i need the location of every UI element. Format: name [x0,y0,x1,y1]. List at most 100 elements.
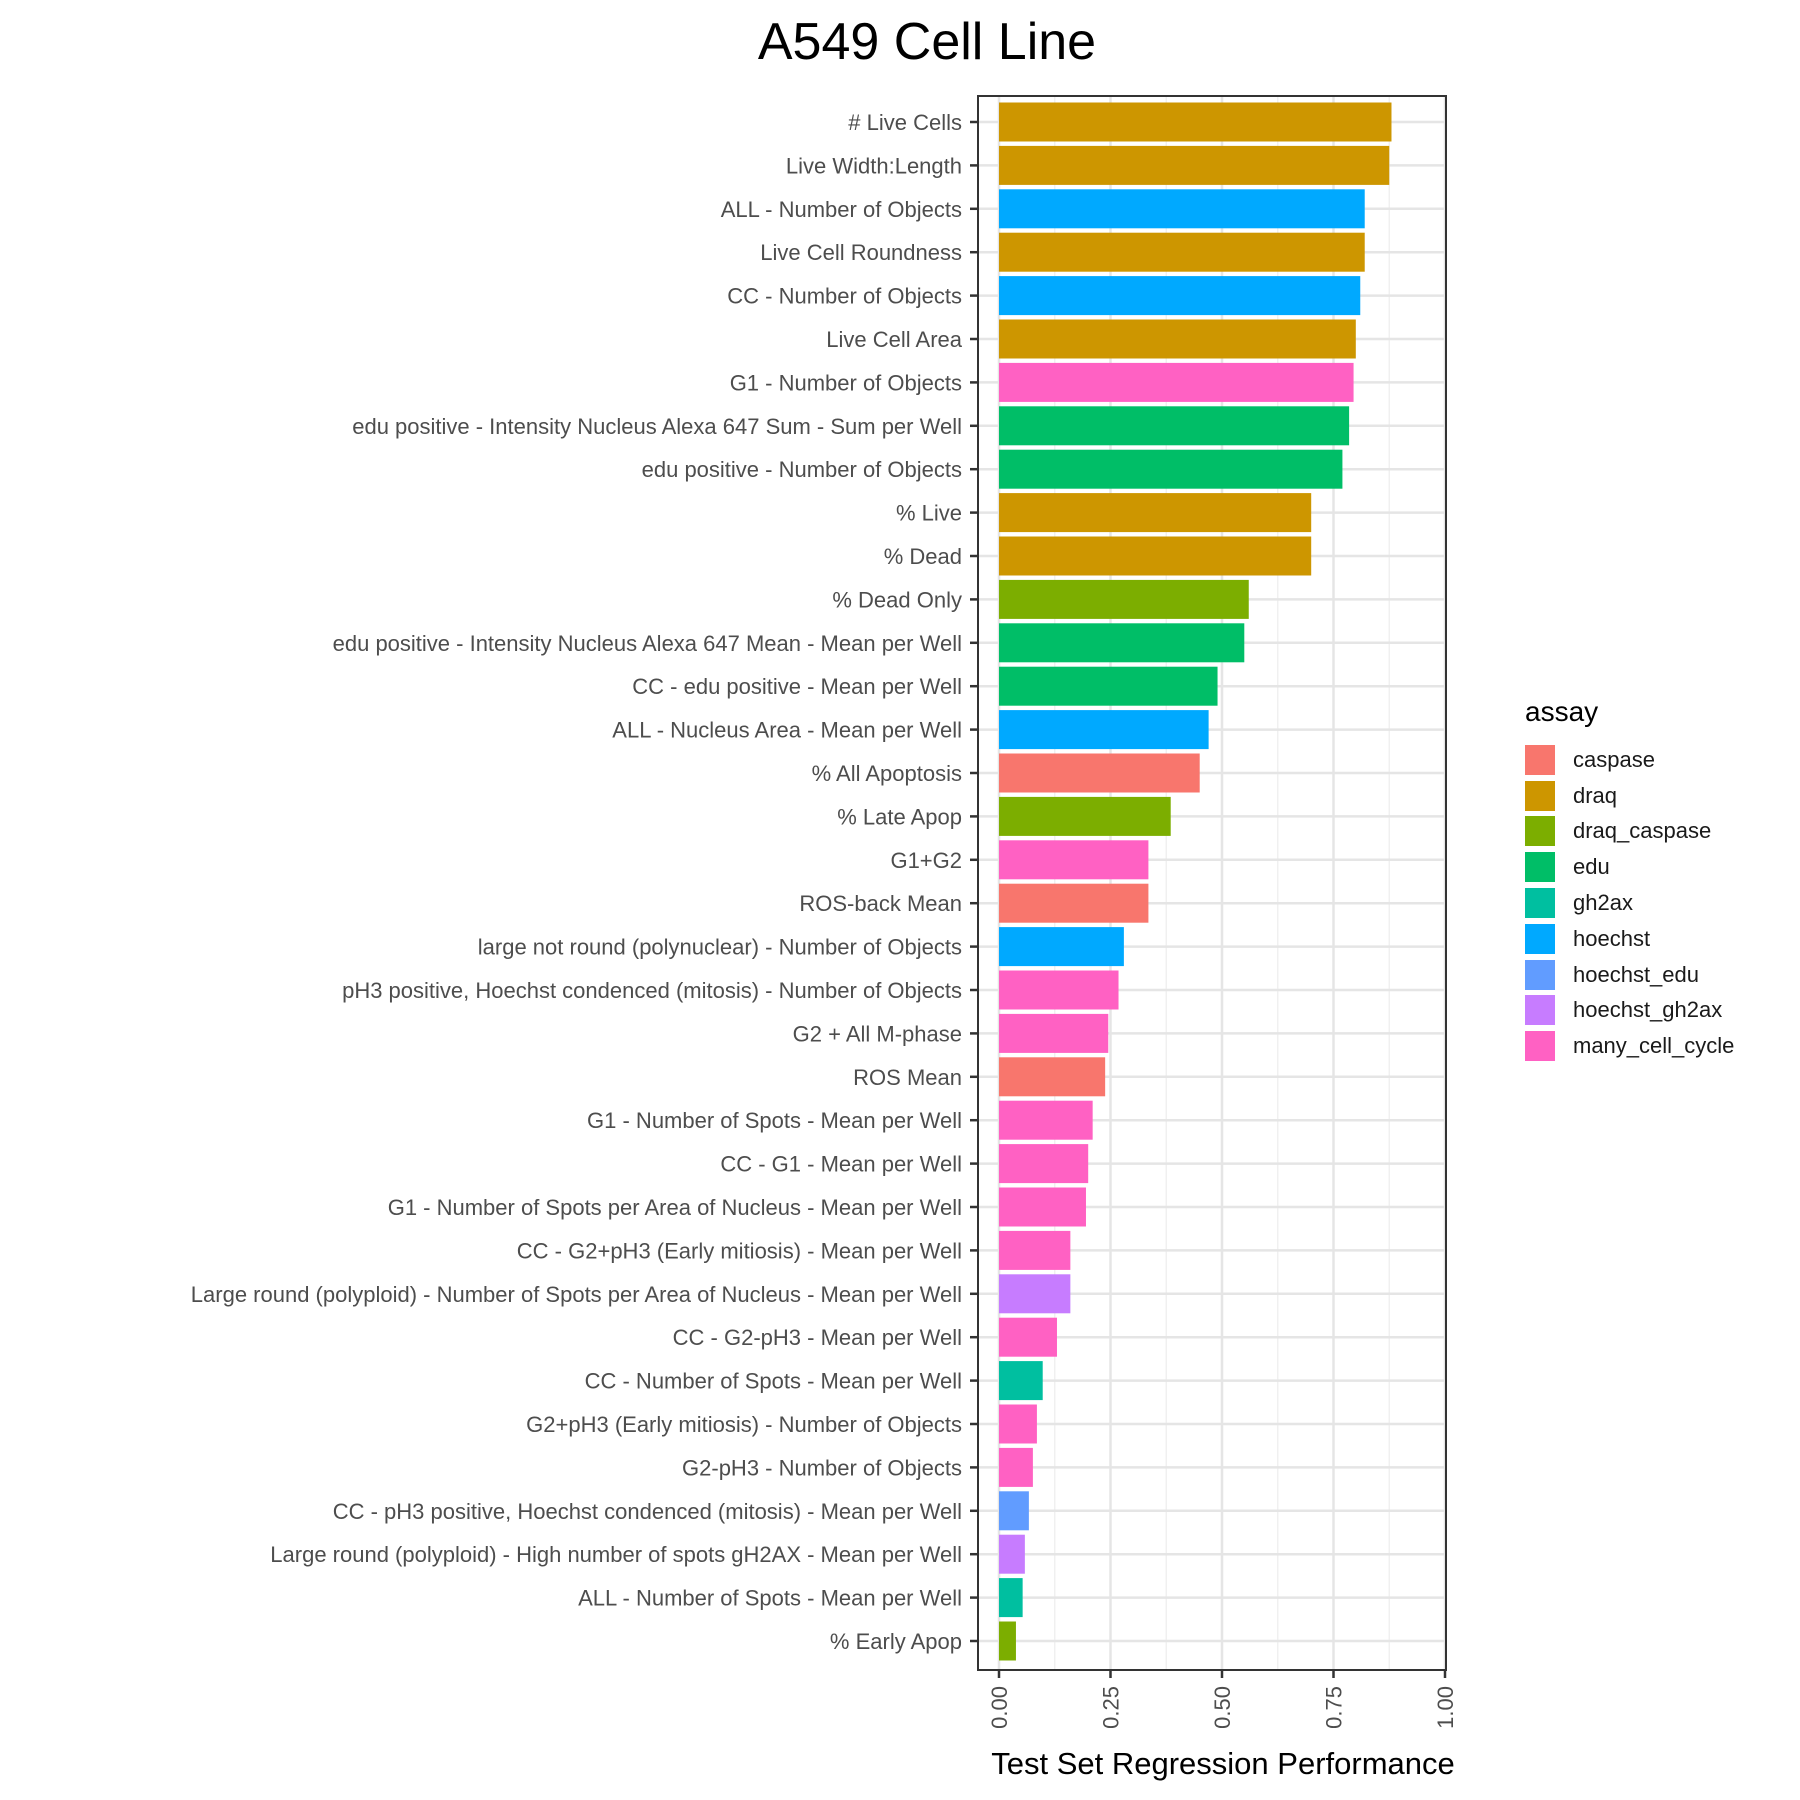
legend-item: edu [1525,849,1734,885]
legend-item: hoechst [1525,921,1734,957]
bar-draq [999,232,1365,272]
y-tick-label: edu positive - Intensity Nucleus Alexa 6… [352,414,962,439]
legend-swatch [1525,816,1555,847]
y-tick-label: ROS Mean [853,1065,962,1090]
bar-many_cell_cycle [999,1187,1086,1227]
bar-gh2ax [999,1578,1023,1618]
y-tick-label: Large round (polyploid) - Number of Spot… [191,1282,962,1307]
bar-draq [999,102,1392,142]
bar-hoechst [999,276,1361,316]
legend-item: hoechst_gh2ax [1525,993,1734,1029]
chart-title: A549 Cell Line [757,13,1097,71]
bar-many_cell_cycle [999,840,1149,880]
bar-hoechst [999,710,1209,750]
legend-title: assay [1525,696,1599,727]
y-tick-label: pH3 positive, Hoechst condenced (mitosis… [342,978,962,1003]
y-tick-label: CC - G2+pH3 (Early mitiosis) - Mean per … [517,1238,962,1263]
y-tick-label: Live Width:Length [786,153,962,178]
y-tick-label: % All Apoptosis [812,761,962,786]
y-tick-label: CC - Number of Spots - Mean per Well [585,1369,962,1394]
bar-draq [999,536,1312,576]
legend-item: hoechst_edu [1525,957,1734,993]
bar-many_cell_cycle [999,1317,1057,1357]
legend-label: hoechst_gh2ax [1573,997,1723,1023]
bar-caspase [999,753,1200,793]
plot-panel-border [977,95,1447,1671]
bar-hoechst [999,189,1365,229]
bar-draq_caspase [999,1621,1016,1661]
legend-item: gh2ax [1525,885,1734,921]
bar-many_cell_cycle [999,970,1119,1010]
y-tick-label: G1 - Number of Spots per Area of Nucleus… [388,1195,962,1220]
bar-hoechst_gh2ax [999,1534,1025,1574]
bar-many_cell_cycle [999,362,1354,402]
x-tick-label: 1.00 [1433,1686,1458,1729]
x-tick-label: 0.50 [1210,1686,1235,1729]
y-tick-label: CC - edu positive - Mean per Well [632,674,962,699]
y-tick-label: CC - G2-pH3 - Mean per Well [673,1325,962,1350]
bar-gh2ax [999,1361,1043,1401]
y-tick-label: CC - pH3 positive, Hoechst condenced (mi… [333,1499,962,1524]
bar-caspase [999,883,1149,923]
bar-edu [999,406,1350,446]
legend-swatch [1525,888,1555,919]
legend-item: draq [1525,778,1734,814]
bar-draq_caspase [999,796,1171,836]
y-tick-label: G2+pH3 (Early mitiosis) - Number of Obje… [526,1412,962,1437]
bar-many_cell_cycle [999,1447,1033,1487]
bars [999,102,1392,1661]
y-tick-label: % Dead Only [832,587,962,612]
bar-draq [999,145,1390,185]
bar-many_cell_cycle [999,1100,1093,1140]
legend-swatch [1525,744,1555,775]
y-tick-label: ALL - Nucleus Area - Mean per Well [612,718,962,743]
legend-item: many_cell_cycle [1525,1028,1734,1064]
y-tick-label: edu positive - Number of Objects [642,457,962,482]
legend-label: many_cell_cycle [1573,1033,1735,1059]
legend-swatch [1525,852,1555,883]
y-tick-label: % Early Apop [830,1629,962,1654]
bar-caspase [999,1057,1106,1097]
y-tick-label: % Dead [884,544,962,569]
x-axis-title: Test Set Regression Performance [991,1746,1455,1781]
legend-label: edu [1573,854,1610,880]
y-tick-label: Live Cell Roundness [760,240,962,265]
bar-hoechst_edu [999,1491,1029,1531]
x-tick-label: 0.75 [1322,1686,1347,1729]
legend-item: draq_caspase [1525,814,1734,850]
legend-label: draq_caspase [1573,818,1712,844]
legend-label: hoechst [1573,925,1651,951]
y-tick-label: CC - Number of Objects [727,284,962,309]
x-tick-label: 0.25 [1099,1686,1124,1729]
y-tick-label: # Live Cells [848,110,962,135]
legend-swatch [1525,959,1555,990]
y-tick-label: G2 + All M-phase [793,1021,962,1046]
bar-hoechst_gh2ax [999,1274,1071,1314]
y-tick-label: Large round (polyploid) - High number of… [270,1542,962,1567]
bar-edu [999,623,1245,663]
legend-item: caspase [1525,742,1734,778]
legend-swatch [1525,780,1555,811]
x-tick-label: 0.00 [987,1686,1012,1729]
legend-swatch [1525,923,1555,954]
bar-edu [999,449,1343,489]
bar-many_cell_cycle [999,1013,1109,1053]
bar-hoechst [999,927,1124,967]
y-tick-label: edu positive - Intensity Nucleus Alexa 6… [333,631,962,656]
legend-swatch [1525,995,1555,1026]
y-tick-label: ALL - Number of Objects [721,197,962,222]
bar-draq_caspase [999,579,1249,619]
y-tick-label: large not round (polynuclear) - Number o… [478,935,962,960]
bar-edu [999,666,1218,706]
legend-label: hoechst_edu [1573,961,1699,987]
bar-draq [999,319,1356,359]
y-tick-label: ROS-back Mean [799,891,962,916]
y-axis: # Live Cells Live Width:Length ALL - Numbe… [191,110,978,1654]
y-tick-label: CC - G1 - Mean per Well [720,1152,962,1177]
bar-many_cell_cycle [999,1144,1089,1184]
y-tick-label: Live Cell Area [826,327,963,352]
y-tick-label: G2-pH3 - Number of Objects [682,1455,962,1480]
